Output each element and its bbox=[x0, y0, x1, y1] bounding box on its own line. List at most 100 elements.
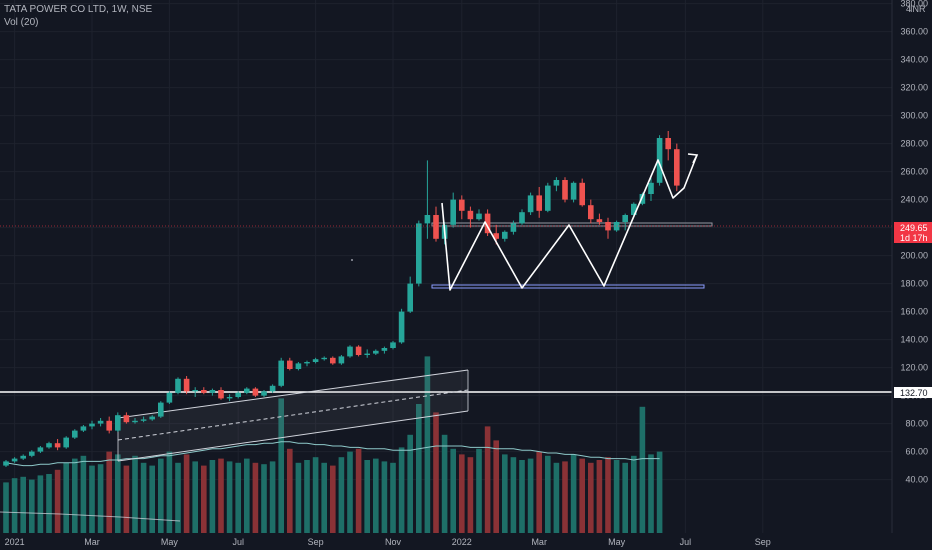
candle bbox=[588, 199, 594, 224]
candle-body bbox=[416, 223, 422, 284]
volume-bar bbox=[226, 461, 233, 533]
candle bbox=[287, 357, 293, 371]
x-tick-label: Jul bbox=[680, 537, 692, 547]
candle-body bbox=[450, 199, 456, 225]
volume-indicator-label[interactable]: Vol (20) bbox=[4, 17, 39, 28]
candle bbox=[192, 387, 198, 397]
candle-body bbox=[545, 185, 551, 211]
candle bbox=[605, 217, 611, 239]
volume-bar bbox=[613, 460, 620, 533]
current-price-tag: 249.65 1d 17h bbox=[894, 222, 932, 243]
volume-bar bbox=[304, 460, 310, 533]
candle-body bbox=[192, 390, 198, 392]
volume-bar bbox=[11, 478, 18, 533]
y-tick-label: 60.00 bbox=[905, 447, 928, 457]
candle-body bbox=[304, 362, 310, 364]
volume-bar bbox=[656, 451, 663, 533]
channel-upper-line bbox=[117, 369, 469, 419]
candle bbox=[390, 341, 396, 350]
candle bbox=[596, 213, 603, 225]
volume-bar bbox=[29, 479, 35, 533]
volume-bar bbox=[648, 454, 654, 533]
candle bbox=[244, 387, 250, 395]
volume-bar bbox=[390, 462, 396, 533]
candle-body bbox=[252, 388, 259, 396]
candle bbox=[433, 206, 439, 242]
candle-body bbox=[527, 195, 534, 213]
candle-body bbox=[158, 402, 164, 417]
volume-bar bbox=[570, 454, 577, 533]
x-tick-label: Sep bbox=[755, 537, 771, 547]
candle bbox=[97, 418, 104, 427]
volume-bar bbox=[158, 458, 164, 533]
x-tick-label: Nov bbox=[385, 537, 402, 547]
volume-bar bbox=[312, 457, 319, 533]
candle bbox=[536, 187, 542, 218]
candle bbox=[63, 436, 69, 449]
channel-lower-line bbox=[117, 410, 469, 462]
candle-body bbox=[295, 363, 302, 369]
candle-body bbox=[140, 419, 147, 421]
candle-body bbox=[166, 392, 173, 403]
volume-bar bbox=[106, 451, 112, 533]
y-tick-label: 160.00 bbox=[900, 307, 928, 317]
candle bbox=[295, 362, 302, 371]
volume-bar bbox=[140, 462, 147, 533]
volume-bar bbox=[373, 458, 379, 533]
candle-body bbox=[338, 356, 345, 364]
candle-body bbox=[3, 461, 9, 466]
candle-body bbox=[605, 222, 611, 231]
volume-bar bbox=[54, 469, 61, 533]
volume-bar bbox=[166, 451, 173, 533]
y-tick-label: 340.00 bbox=[900, 55, 928, 65]
volume-bar bbox=[149, 465, 155, 533]
candle bbox=[106, 416, 112, 434]
y-tick-label: 140.00 bbox=[900, 335, 928, 345]
volume-bar bbox=[252, 462, 259, 533]
volume-bar bbox=[192, 461, 198, 533]
y-axis-top-label: 4 bbox=[906, 4, 911, 14]
volume-bar bbox=[63, 462, 69, 533]
volume-bar bbox=[450, 448, 456, 533]
candle-body bbox=[398, 311, 405, 343]
candle-body bbox=[20, 455, 26, 459]
channel-mid-line bbox=[117, 389, 469, 441]
candle-body bbox=[631, 203, 637, 215]
volume-bar bbox=[433, 412, 439, 533]
candle bbox=[631, 202, 637, 217]
candle bbox=[201, 387, 207, 395]
candle bbox=[562, 177, 568, 203]
candle-series bbox=[3, 131, 680, 467]
candle bbox=[226, 394, 233, 402]
projection-arrow-head bbox=[687, 153, 699, 164]
candle-body bbox=[244, 388, 250, 393]
w-pattern-drawing bbox=[441, 154, 698, 291]
candle-body bbox=[613, 222, 620, 231]
candle-body bbox=[54, 443, 61, 448]
volume-bar bbox=[639, 406, 646, 533]
candle-body bbox=[407, 283, 413, 312]
candle bbox=[235, 391, 241, 399]
volume-bar bbox=[381, 461, 388, 533]
candle bbox=[467, 206, 474, 228]
y-tick-label: 280.00 bbox=[900, 139, 928, 149]
candle-body bbox=[37, 447, 44, 452]
x-tick-label: Mar bbox=[84, 537, 100, 547]
candle bbox=[613, 220, 620, 232]
candle-body bbox=[347, 346, 353, 357]
candle bbox=[459, 195, 465, 220]
range-rect-bottom bbox=[431, 284, 705, 289]
x-tick-label: May bbox=[608, 537, 626, 547]
candle bbox=[502, 230, 508, 242]
candle-body bbox=[235, 392, 241, 397]
candle bbox=[579, 178, 585, 207]
y-tick-label: 260.00 bbox=[900, 167, 928, 177]
candle bbox=[553, 177, 560, 192]
y-tick-label: 320.00 bbox=[900, 83, 928, 93]
y-tick-label: 200.00 bbox=[900, 251, 928, 261]
y-tick-label: 360.00 bbox=[900, 27, 928, 37]
volume-bar bbox=[330, 465, 336, 533]
volume-bar bbox=[89, 465, 95, 533]
